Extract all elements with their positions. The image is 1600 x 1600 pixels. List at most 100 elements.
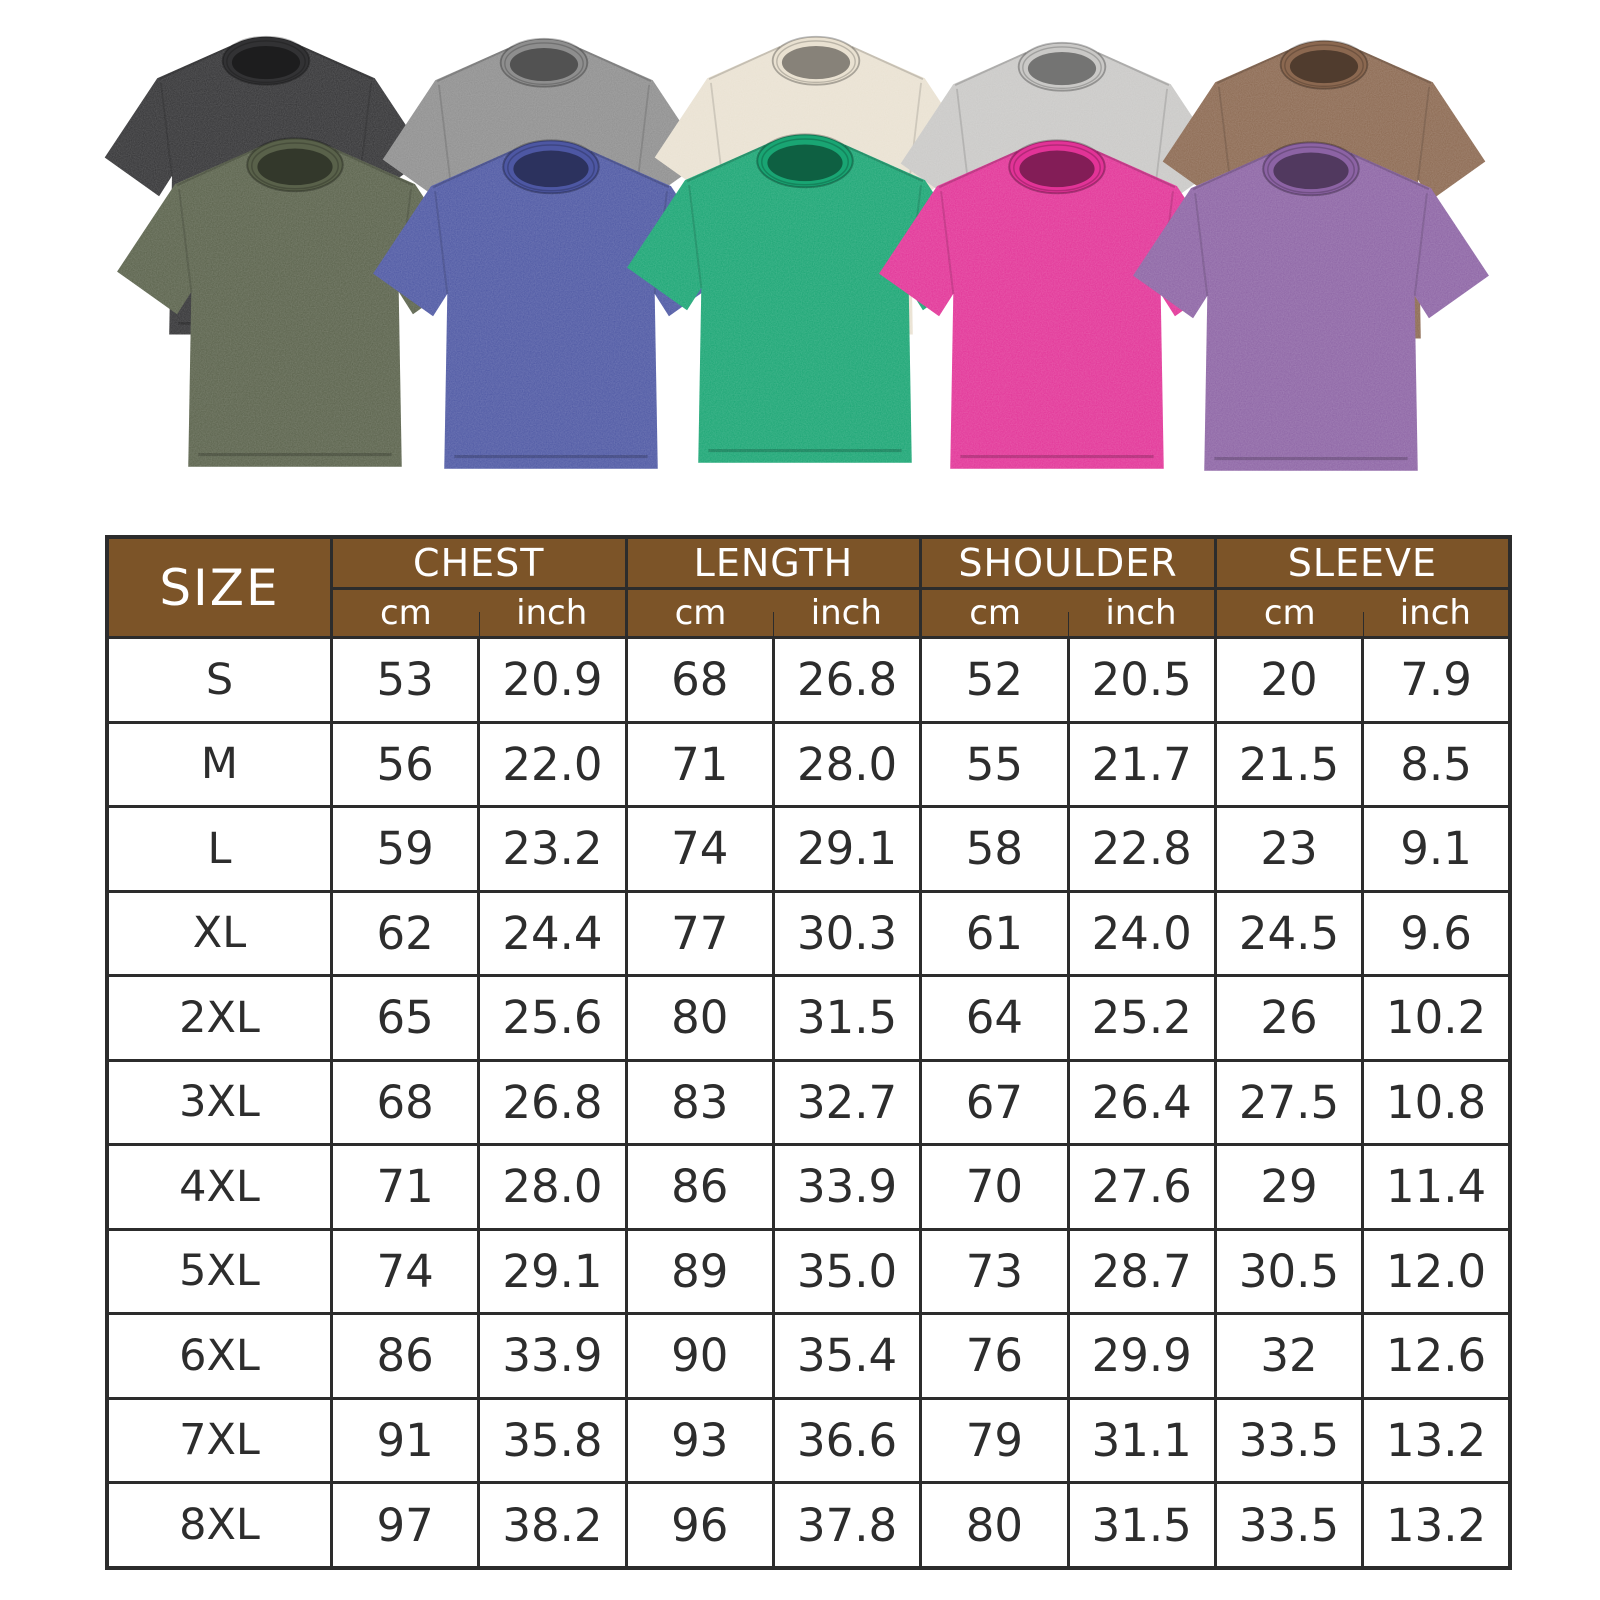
measurement-value: 30.3 — [771, 889, 923, 978]
tshirt-purple — [1128, 126, 1494, 477]
measurement-value: 8.5 — [1361, 720, 1512, 809]
measurement-value: 58 — [919, 805, 1070, 893]
measurement-value: 24.5 — [1213, 889, 1365, 978]
table-row-5xl: 5XL 74 29.1 89 35.0 73 28.7 30.5 12.0 — [105, 1227, 1512, 1316]
measurement-value: 93 — [624, 1396, 775, 1485]
measurement-value: 56 — [329, 720, 481, 809]
header-length-cm: cm — [624, 587, 774, 639]
measurement-value: 21.5 — [1213, 720, 1365, 809]
measurement-value: 90 — [624, 1312, 775, 1400]
measurement-value: 97 — [329, 1481, 481, 1570]
table-row-4xl: 4XL 71 28.0 86 33.9 70 27.6 29 11.4 — [105, 1143, 1512, 1231]
measurement-value: 13.2 — [1361, 1396, 1512, 1485]
measurement-value: 12.6 — [1361, 1312, 1512, 1400]
measurement-value: 25.6 — [477, 974, 628, 1062]
measurement-value: 53 — [329, 636, 481, 724]
measurement-value: 10.8 — [1361, 1058, 1512, 1147]
measurement-value: 35.0 — [771, 1227, 923, 1316]
size-value: 7XL — [105, 1396, 333, 1485]
size-value: L — [105, 805, 333, 893]
measurement-value: 35.8 — [477, 1396, 628, 1485]
table-row-3xl: 3XL 68 26.8 83 32.7 67 26.4 27.5 10.8 — [105, 1058, 1512, 1147]
size-value: 4XL — [105, 1143, 333, 1231]
measurement-value: 13.2 — [1361, 1481, 1512, 1570]
measurement-value: 86 — [329, 1312, 481, 1400]
measurement-value: 80 — [919, 1481, 1070, 1570]
measurement-value: 33.9 — [771, 1143, 923, 1231]
size-value: 8XL — [105, 1481, 333, 1570]
header-sleeve-cm: cm — [1213, 587, 1363, 639]
size-chart-body: S 53 20.9 68 26.8 52 20.5 20 7.9 M 56 22.0 71 28.0 55 2… — [105, 636, 1512, 1570]
measurement-value: 28.7 — [1066, 1227, 1217, 1316]
measurement-value: 12.0 — [1361, 1227, 1512, 1316]
table-row-xl: XL 62 24.4 77 30.3 61 24.0 24.5 9.6 — [105, 889, 1512, 978]
header-size: SIZE — [105, 535, 333, 639]
header-shoulder-inch: inch — [1068, 587, 1217, 639]
measurement-value: 29.1 — [477, 1227, 628, 1316]
measurement-value: 31.1 — [1066, 1396, 1217, 1485]
measurement-value: 71 — [624, 720, 775, 809]
measurement-value: 31.5 — [1066, 1481, 1217, 1570]
header-shoulder-cm: cm — [919, 587, 1069, 639]
measurement-value: 10.2 — [1361, 974, 1512, 1062]
measurement-value: 52 — [919, 636, 1070, 724]
size-chart-header: SIZE CHEST LENGTH SHOULDER SLEEVE cm inc… — [105, 535, 1512, 639]
table-row-m: M 56 22.0 71 28.0 55 21.7 21.5 8.5 — [105, 720, 1512, 809]
measurement-value: 68 — [624, 636, 775, 724]
measurement-value: 55 — [919, 720, 1070, 809]
table-row-s: S 53 20.9 68 26.8 52 20.5 20 7.9 — [105, 636, 1512, 724]
size-value: 2XL — [105, 974, 333, 1062]
measurement-value: 65 — [329, 974, 481, 1062]
header-chest: CHEST — [329, 535, 628, 590]
measurement-value: 77 — [624, 889, 775, 978]
header-chest-cm: cm — [329, 587, 479, 639]
header-chest-inch: inch — [478, 587, 628, 639]
measurement-value: 32 — [1213, 1312, 1365, 1400]
measurement-value: 26.4 — [1066, 1058, 1217, 1147]
tshirt-gallery — [0, 0, 1600, 520]
measurement-value: 24.4 — [477, 889, 628, 978]
measurement-value: 74 — [329, 1227, 481, 1316]
measurement-value: 68 — [329, 1058, 481, 1147]
measurement-value: 24.0 — [1066, 889, 1217, 978]
measurement-value: 26.8 — [477, 1058, 628, 1147]
measurement-value: 38.2 — [477, 1481, 628, 1570]
measurement-value: 83 — [624, 1058, 775, 1147]
measurement-value: 20.9 — [477, 636, 628, 724]
measurement-value: 33.5 — [1213, 1481, 1365, 1570]
measurement-value: 70 — [919, 1143, 1070, 1231]
measurement-value: 59 — [329, 805, 481, 893]
size-value: 6XL — [105, 1312, 333, 1400]
measurement-value: 7.9 — [1361, 636, 1512, 724]
table-row-6xl: 6XL 86 33.9 90 35.4 76 29.9 32 12.6 — [105, 1312, 1512, 1400]
measurement-value: 22.8 — [1066, 805, 1217, 893]
measurement-value: 62 — [329, 889, 481, 978]
tshirt-green — [622, 118, 988, 469]
measurement-value: 73 — [919, 1227, 1070, 1316]
measurement-value: 20 — [1213, 636, 1365, 724]
measurement-value: 27.6 — [1066, 1143, 1217, 1231]
measurement-value: 30.5 — [1213, 1227, 1365, 1316]
measurement-value: 28.0 — [771, 720, 923, 809]
measurement-value: 26 — [1213, 974, 1365, 1062]
tshirt-army-green — [112, 122, 478, 473]
header-sleeve: SLEEVE — [1213, 535, 1512, 590]
measurement-value: 79 — [919, 1396, 1070, 1485]
measurement-value: 23.2 — [477, 805, 628, 893]
size-value: 5XL — [105, 1227, 333, 1316]
measurement-value: 71 — [329, 1143, 481, 1231]
measurement-value: 74 — [624, 805, 775, 893]
measurement-value: 86 — [624, 1143, 775, 1231]
header-sleeve-inch: inch — [1362, 587, 1512, 639]
measurement-value: 9.1 — [1361, 805, 1512, 893]
measurement-value: 29.9 — [1066, 1312, 1217, 1400]
size-value: XL — [105, 889, 333, 978]
measurement-value: 27.5 — [1213, 1058, 1365, 1147]
measurement-value: 67 — [919, 1058, 1070, 1147]
measurement-value: 76 — [919, 1312, 1070, 1400]
measurement-value: 96 — [624, 1481, 775, 1570]
measurement-value: 33.5 — [1213, 1396, 1365, 1485]
measurement-value: 21.7 — [1066, 720, 1217, 809]
measurement-value: 29.1 — [771, 805, 923, 893]
